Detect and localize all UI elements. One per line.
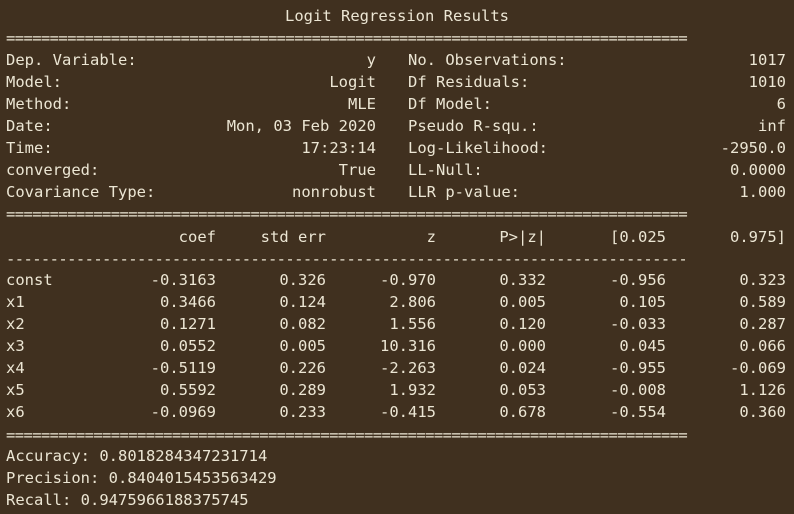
results-title: Logit Regression Results: [285, 7, 509, 25]
summary-value: 1.000: [739, 183, 786, 201]
table-cell: -0.5119: [150, 359, 216, 377]
summary-label: Dep. Variable:: [6, 51, 137, 69]
summary-value: 1017: [748, 51, 786, 69]
table-cell: 0.000: [499, 337, 546, 355]
table-cell: 0.045: [619, 337, 666, 355]
table-cell: -0.033: [610, 315, 666, 333]
table-cell: 0.1271: [160, 315, 216, 333]
table-cell: 0.005: [499, 293, 546, 311]
table-cell: 0.124: [279, 293, 326, 311]
summary-value: -2950.0: [720, 139, 786, 157]
table-cell: 0.289: [279, 381, 326, 399]
table-cell: 0.024: [499, 359, 546, 377]
double-rule-middle: ========================================…: [6, 205, 688, 223]
precision-line: Precision: 0.8404015453563429: [6, 469, 277, 487]
row-name: x3: [6, 337, 25, 355]
table-cell: 0.326: [279, 271, 326, 289]
row-name: x1: [6, 293, 25, 311]
table-cell: -0.415: [380, 403, 436, 421]
table-cell: 0.233: [279, 403, 326, 421]
table-cell: -0.956: [610, 271, 666, 289]
single-rule: ----------------------------------------…: [6, 250, 688, 268]
summary-label: Model:: [6, 73, 62, 91]
row-name: x6: [6, 403, 25, 421]
table-cell: 0.589: [739, 293, 786, 311]
coef-header: coef: [178, 228, 216, 246]
summary-label: Covariance Type:: [6, 183, 156, 201]
table-cell: 1.556: [389, 315, 436, 333]
table-cell: 0.332: [499, 271, 546, 289]
table-cell: 1.126: [739, 381, 786, 399]
coef-header: P>|z|: [499, 228, 546, 246]
coef-header: z: [426, 228, 436, 246]
summary-value: MLE: [348, 95, 376, 113]
table-cell: 0.082: [279, 315, 326, 333]
double-rule-top: ========================================…: [6, 29, 688, 47]
table-cell: 0.053: [499, 381, 546, 399]
coef-header: [0.025: [610, 228, 666, 246]
summary-label: Df Model:: [408, 95, 492, 113]
table-cell: 0.0552: [160, 337, 216, 355]
table-cell: 0.3466: [160, 293, 216, 311]
summary-value: 17:23:14: [301, 139, 376, 157]
recall-line: Recall: 0.9475966188375745: [6, 491, 249, 509]
coef-header: 0.975]: [730, 228, 786, 246]
summary-label: converged:: [6, 161, 100, 179]
table-cell: 2.806: [389, 293, 436, 311]
table-cell: 0.360: [739, 403, 786, 421]
table-cell: 0.105: [619, 293, 666, 311]
table-cell: -0.3163: [150, 271, 216, 289]
summary-value: 1010: [748, 73, 786, 91]
table-cell: -2.263: [380, 359, 436, 377]
summary-label: LLR p-value:: [408, 183, 520, 201]
summary-label: Date:: [6, 117, 53, 135]
summary-value: nonrobust: [292, 183, 376, 201]
table-cell: 0.226: [279, 359, 326, 377]
summary-value: y: [366, 51, 376, 69]
double-rule-bottom: ========================================…: [6, 426, 688, 444]
summary-value: 6: [776, 95, 786, 113]
row-name: x4: [6, 359, 25, 377]
table-cell: 0.005: [279, 337, 326, 355]
table-cell: -0.0969: [150, 403, 216, 421]
summary-value: inf: [758, 117, 786, 135]
table-cell: -0.970: [380, 271, 436, 289]
table-cell: 10.316: [380, 337, 436, 355]
table-cell: -0.955: [610, 359, 666, 377]
row-name: const: [6, 271, 53, 289]
table-cell: 0.287: [739, 315, 786, 333]
row-name: x5: [6, 381, 25, 399]
table-cell: -0.008: [610, 381, 666, 399]
table-cell: 0.120: [499, 315, 546, 333]
table-cell: 0.678: [499, 403, 546, 421]
summary-label: Pseudo R-squ.:: [408, 117, 539, 135]
summary-label: Time:: [6, 139, 53, 157]
summary-label: LL-Null:: [408, 161, 483, 179]
summary-value: True: [338, 161, 376, 179]
summary-label: Df Residuals:: [408, 73, 530, 91]
summary-value: Logit: [329, 73, 376, 91]
summary-label: Method:: [6, 95, 72, 113]
summary-label: Log-Likelihood:: [408, 139, 548, 157]
table-cell: -0.069: [730, 359, 786, 377]
summary-label: No. Observations:: [408, 51, 567, 69]
summary-value: Mon, 03 Feb 2020: [226, 117, 376, 135]
table-cell: 0.5592: [160, 381, 216, 399]
table-cell: 0.066: [739, 337, 786, 355]
accuracy-line: Accuracy: 0.8018284347231714: [6, 447, 268, 465]
table-cell: 0.323: [739, 271, 786, 289]
table-cell: 1.932: [389, 381, 436, 399]
summary-value: 0.0000: [730, 161, 786, 179]
row-name: x2: [6, 315, 25, 333]
coef-header: std err: [260, 228, 326, 246]
table-cell: -0.554: [610, 403, 666, 421]
